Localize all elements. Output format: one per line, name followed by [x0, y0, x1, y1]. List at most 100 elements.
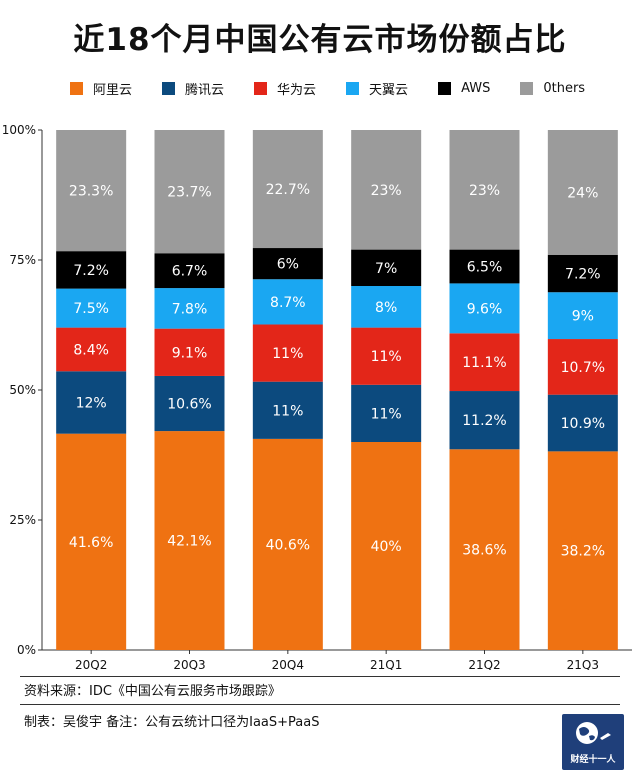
x-tick-label: 21Q2 — [468, 658, 500, 670]
data-label: 10.9% — [561, 416, 605, 432]
bar-segment — [252, 324, 323, 382]
bar-segment — [547, 339, 618, 395]
bar-segment — [351, 130, 422, 250]
bar-segment — [252, 248, 323, 280]
bar-segment — [547, 292, 618, 340]
data-label: 8.7% — [270, 295, 306, 311]
data-label: 10.6% — [167, 397, 211, 413]
bar-segment — [547, 394, 618, 452]
legend-swatch — [438, 81, 452, 95]
legend: 阿里云 腾讯云 华为云 天翼云 AWS 0thers — [70, 78, 630, 98]
bar-segment — [351, 442, 422, 650]
bar-segment — [56, 433, 127, 650]
bar-segment — [449, 333, 520, 392]
bar-segment — [154, 431, 225, 650]
data-label: 7.2% — [73, 263, 109, 279]
data-label: 12% — [76, 395, 107, 411]
data-label: 11% — [272, 403, 303, 419]
bar-segment — [351, 384, 422, 442]
globe-icon — [576, 722, 611, 744]
y-tick-label: 0% — [17, 643, 36, 657]
legend-label: 腾讯云 — [185, 82, 225, 98]
data-label: 7.2% — [565, 267, 601, 283]
data-label: 23.3% — [69, 184, 113, 200]
bar-segment — [56, 371, 127, 434]
bar-segment — [547, 451, 618, 650]
data-label: 7.8% — [172, 301, 208, 317]
bar-segment — [449, 391, 520, 450]
legend-item: 天翼云 — [346, 79, 408, 98]
y-tick-label: 100% — [2, 123, 36, 137]
footer-divider-top — [20, 676, 620, 677]
bar-segment — [351, 327, 422, 385]
bar-segment — [547, 130, 618, 255]
legend-item: 0thers — [520, 81, 585, 96]
data-label: 40% — [371, 539, 402, 555]
legend-label: 阿里云 — [93, 82, 133, 98]
bar-segment — [154, 130, 225, 254]
data-label: 11.1% — [462, 355, 506, 371]
data-label: 7% — [375, 261, 397, 277]
note-text: 制表：吴俊宇 备注：公有云统计口径为IaaS+PaaS — [24, 715, 320, 730]
legend-swatch — [162, 81, 176, 95]
chart-title: 近18个月中国公有云市场份额占比 — [73, 22, 567, 58]
data-label: 23% — [371, 183, 402, 199]
bar-segment — [56, 327, 127, 372]
x-tick-label: 21Q3 — [567, 658, 599, 670]
footer-divider-middle — [20, 704, 620, 705]
legend-swatch — [346, 81, 360, 95]
legend-swatch — [70, 81, 83, 95]
legend-swatch — [520, 81, 534, 95]
data-label: 6.5% — [467, 260, 503, 276]
y-tick-label: 75% — [9, 253, 36, 267]
bar-segment — [154, 288, 225, 329]
legend-item: 阿里云 — [70, 79, 132, 98]
legend-item: AWS — [438, 81, 490, 96]
data-label: 9.6% — [467, 301, 503, 317]
data-label: 8.4% — [73, 342, 109, 358]
data-label: 11% — [371, 349, 402, 365]
stacked-bar-chart: 0% 25% 50% 75% 100% 41.6% 12% 8.4% 7.5% 7.2% 23.3%… — [2, 123, 632, 670]
data-label: 22.7% — [266, 182, 310, 198]
bar-segment — [252, 381, 323, 439]
data-label: 10.7% — [561, 360, 605, 376]
legend-swatch — [254, 81, 268, 95]
data-label: 38.2% — [561, 544, 605, 560]
data-label: 41.6% — [69, 535, 113, 551]
data-label: 9.1% — [172, 345, 208, 361]
legend-label: AWS — [461, 80, 491, 96]
data-label: 6.7% — [172, 264, 208, 280]
source-text: 资料来源：IDC《中国公有云服务市场跟踪》 — [24, 684, 281, 699]
legend-item: 华为云 — [254, 79, 316, 98]
legend-label: 天翼云 — [369, 82, 409, 98]
data-label: 8% — [375, 300, 397, 316]
bar-segment — [56, 288, 127, 328]
legend-label: 华为云 — [277, 82, 317, 98]
bar-segment — [154, 253, 225, 289]
y-tick-label: 25% — [9, 513, 36, 527]
bar-segment — [252, 279, 323, 325]
data-label: 24% — [567, 185, 598, 201]
legend-item: 腾讯云 — [162, 79, 224, 98]
x-tick-label: 20Q3 — [173, 658, 205, 670]
data-label: 42.1% — [167, 534, 211, 550]
bar-segment — [351, 249, 422, 286]
bar-segment — [56, 251, 127, 289]
data-label: 7.5% — [73, 301, 109, 317]
data-label: 23.7% — [167, 185, 211, 201]
bar-segment — [252, 130, 323, 249]
data-label: 38.6% — [462, 543, 506, 559]
x-tick-label: 20Q4 — [272, 658, 304, 670]
data-label: 11% — [371, 406, 402, 422]
bar-segment — [547, 254, 618, 293]
data-label: 11.2% — [462, 413, 506, 429]
x-tick-label: 20Q2 — [75, 658, 107, 670]
bar-segment — [56, 130, 127, 252]
y-tick-label: 50% — [9, 383, 36, 397]
data-label: 11% — [272, 346, 303, 362]
data-label: 9% — [572, 309, 594, 325]
bar-segment — [449, 449, 520, 650]
data-label: 23% — [469, 183, 500, 199]
bar-segment — [252, 438, 323, 650]
publisher-logo: 财经十一人 — [562, 714, 624, 770]
